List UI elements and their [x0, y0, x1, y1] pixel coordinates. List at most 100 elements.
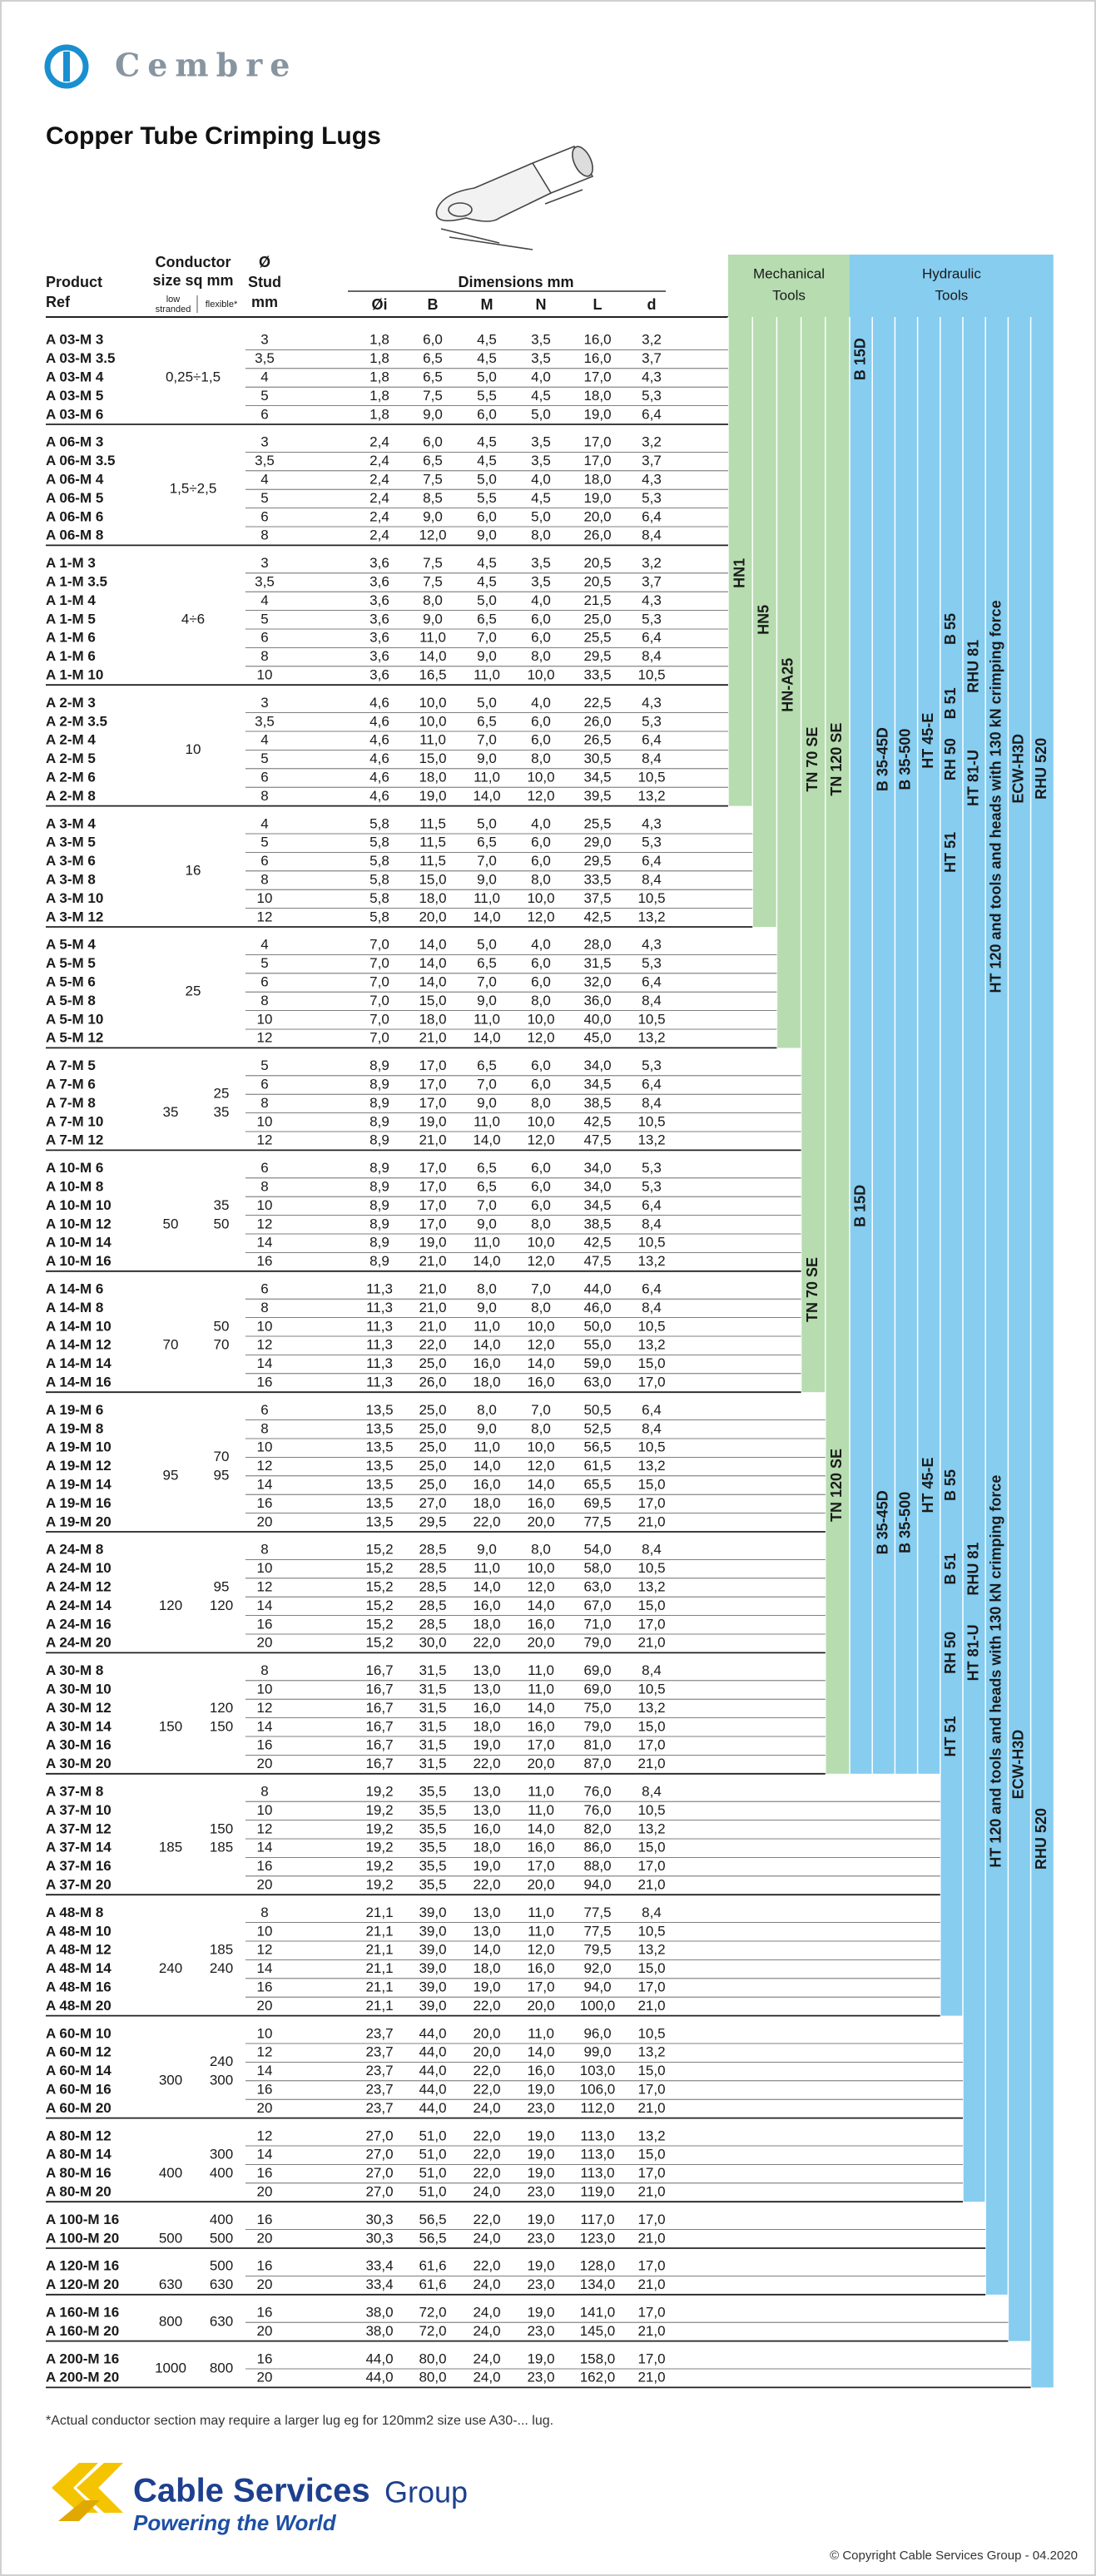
dimension-cell: 5,3 — [642, 490, 662, 506]
dimension-cell: 6,0 — [531, 713, 551, 729]
dimension-cell: 8,4 — [642, 1905, 662, 1920]
dimension-cell: 16,7 — [365, 1681, 393, 1697]
dimension-cell: 3,5 — [531, 453, 551, 468]
dimension-cell: 3,6 — [369, 611, 389, 627]
dimension-cell: 6,5 — [477, 955, 497, 971]
dimension-cell: 13,2 — [637, 1458, 665, 1474]
product-ref: A 37-M 16 — [46, 1858, 112, 1874]
product-ref: A 80-M 16 — [46, 2165, 112, 2181]
dimension-cell: 13,5 — [365, 1439, 393, 1455]
dimension-cell: 6,0 — [531, 611, 551, 627]
dimension-cell: 88,0 — [583, 1858, 611, 1874]
dimension-cell: 21,0 — [419, 1253, 446, 1269]
dimension-cell: 20,0 — [473, 2025, 500, 2041]
dimension-cell: 55,0 — [583, 1337, 611, 1353]
dimension-cell: 27,0 — [365, 2165, 393, 2181]
dimension-cell: 20,5 — [583, 555, 611, 571]
dimension-cell: 5,8 — [369, 835, 389, 850]
dimension-cell: 39,0 — [419, 1960, 446, 1976]
product-ref: A 3-M 5 — [46, 835, 96, 850]
dimension-cell: 16,0 — [527, 1718, 554, 1734]
stud-size: 5 — [260, 1058, 268, 1073]
stud-size: 16 — [257, 2351, 273, 2366]
dimension-cell: 61,6 — [419, 2276, 446, 2292]
stud-size: 6 — [260, 1281, 268, 1296]
dimension-cell: 51,0 — [419, 2183, 446, 2199]
stud-size: 16 — [257, 2212, 273, 2227]
product-ref: A 1-M 3 — [46, 555, 96, 571]
dimension-cell: 23,0 — [527, 2183, 554, 2199]
dimension-cell: 13,5 — [365, 1458, 393, 1474]
dimension-cell: 11,0 — [474, 769, 500, 785]
dimension-cell: 75,0 — [583, 1700, 611, 1716]
dimension-cell: 24,0 — [473, 2183, 500, 2199]
product-ref: A 60-M 10 — [46, 2025, 112, 2041]
stud-size: 20 — [257, 2230, 273, 2246]
dimension-cell: 61,6 — [419, 2258, 446, 2274]
dimension-cell: 21,0 — [419, 1318, 446, 1334]
dimension-cell: 33,4 — [365, 2276, 393, 2292]
dimension-cell: 8,0 — [531, 751, 551, 766]
dimension-cell: 1,8 — [369, 350, 389, 366]
dimension-cell: 6,4 — [642, 973, 662, 989]
dimension-cell: 5,0 — [477, 471, 497, 487]
dimension-cell: 6,5 — [477, 611, 497, 627]
dimension-cell: 4,5 — [531, 490, 551, 506]
dimension-cell: 19,0 — [527, 2351, 554, 2366]
dimension-cell: 13,5 — [365, 1420, 393, 1436]
dimension-cell: 9,0 — [477, 1095, 497, 1111]
tool-column — [801, 317, 826, 1393]
tool-label: ECW-H3D — [1010, 734, 1027, 804]
dimension-cell: 15,0 — [637, 1718, 665, 1734]
dimension-cell: 8,0 — [531, 1216, 551, 1231]
tool-label: TN 120 SE — [828, 1449, 845, 1522]
dimension-cell: 22,0 — [473, 1513, 500, 1529]
dimension-cell: 11,0 — [528, 1905, 554, 1920]
product-ref: A 48-M 12 — [46, 1942, 112, 1958]
product-ref: A 19-M 8 — [46, 1420, 103, 1436]
stud-size: 10 — [257, 1681, 273, 1697]
dimension-cell: 20,0 — [473, 2044, 500, 2060]
dimension-cell: 15,0 — [637, 1476, 665, 1492]
product-ref: A 03-M 3 — [46, 332, 103, 348]
dimension-cell: 19,2 — [365, 1840, 393, 1855]
dimension-cell: 15,0 — [637, 1960, 665, 1976]
dimension-cell: 4,6 — [369, 732, 389, 748]
dimension-cell: 63,0 — [583, 1578, 611, 1594]
dimension-cell: 6,0 — [531, 1058, 551, 1073]
dimension-cell: 19,0 — [473, 1858, 500, 1874]
dimension-cell: 30,3 — [365, 2212, 393, 2227]
dimension-cell: 31,5 — [419, 1718, 446, 1734]
dimension-cell: 56,5 — [419, 2212, 446, 2227]
dimension-cell: 27,0 — [365, 2147, 393, 2162]
dimension-cell: 14,0 — [473, 1578, 500, 1594]
product-ref: A 1-M 6 — [46, 648, 96, 664]
tool-label: HT 120 and tools and heads with 130 kN c… — [988, 600, 1004, 993]
dimension-cell: 3,5 — [531, 555, 551, 571]
dimension-cell: 6,0 — [531, 853, 551, 869]
product-ref: A 7-M 8 — [46, 1095, 96, 1111]
dimension-cell: 5,0 — [531, 508, 551, 524]
lug-illustration — [435, 146, 594, 250]
dimension-cell: 19,2 — [365, 1858, 393, 1874]
dimension-cell: 47,5 — [583, 1132, 611, 1148]
conductor-flexible: 120 — [210, 1598, 233, 1613]
dimension-cell: 12,0 — [527, 1030, 554, 1046]
stud-size: 16 — [257, 2304, 273, 2320]
dimension-cell: 23,0 — [527, 2276, 554, 2292]
product-ref: A 48-M 14 — [46, 1960, 112, 1976]
dimension-cell: 6,0 — [531, 1076, 551, 1092]
dimension-cell: 13,2 — [637, 1942, 665, 1958]
dimension-cell: 113,0 — [580, 2128, 614, 2143]
stud-size: 10 — [257, 890, 273, 906]
dimension-cell: 11,0 — [528, 2025, 554, 2041]
column-header: Stud — [248, 274, 281, 290]
column-header: stranded — [156, 305, 191, 315]
stud-size: 8 — [260, 648, 268, 664]
dimension-cell: 44,0 — [419, 2081, 446, 2097]
column-header: d — [647, 296, 657, 313]
stud-size: 5 — [260, 751, 268, 766]
dimension-cell: 13,2 — [637, 1821, 665, 1836]
dimension-cell: 1,8 — [369, 406, 389, 422]
stud-size: 20 — [257, 2100, 273, 2116]
